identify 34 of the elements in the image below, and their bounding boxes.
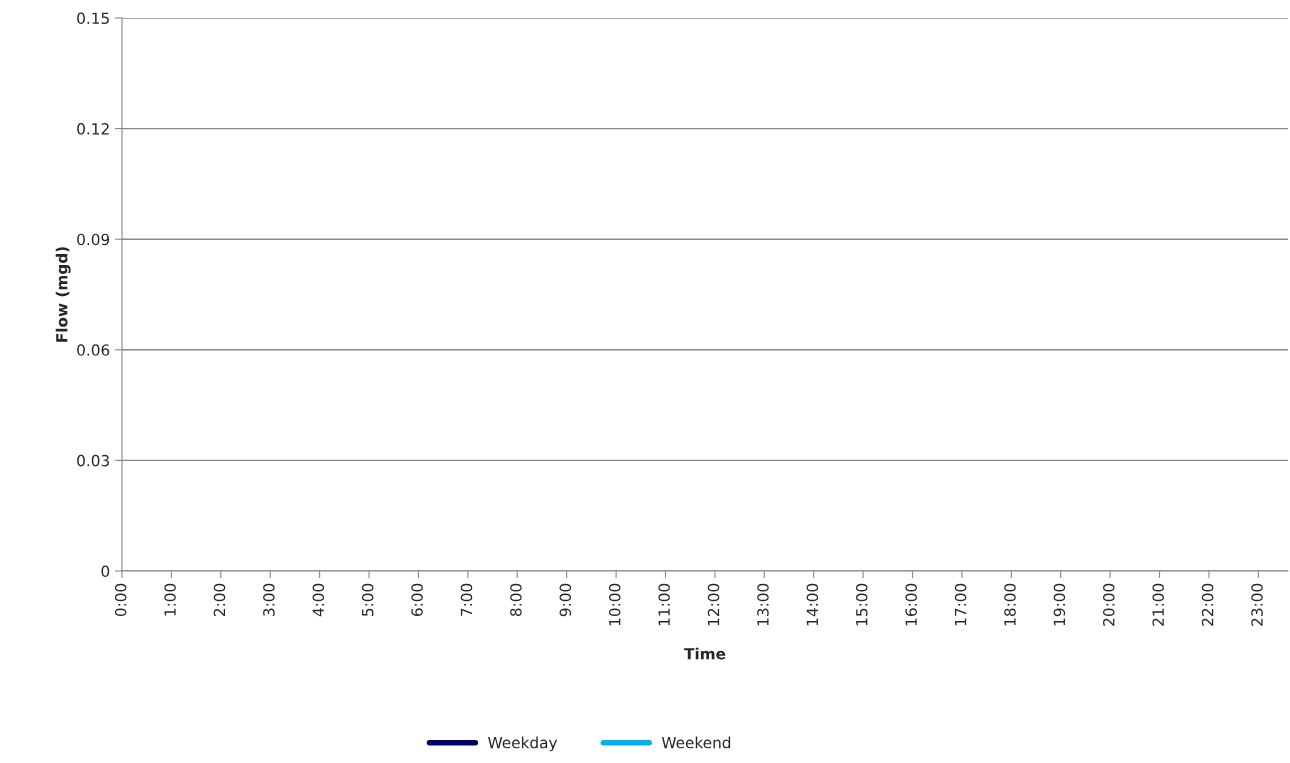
x-tick-label: 23:00 bbox=[1251, 583, 1263, 626]
y-tick-label: 0.06 bbox=[77, 344, 110, 356]
x-tick-label: 1:00 bbox=[164, 583, 176, 616]
x-tick-label: 16:00 bbox=[905, 583, 917, 626]
x-tick-label: 4:00 bbox=[312, 583, 325, 617]
x-tick-label: 7:00 bbox=[460, 583, 473, 616]
x-tick-label: 6:00 bbox=[411, 583, 423, 617]
x-tick-label: 20:00 bbox=[1103, 583, 1115, 626]
x-tick-label: 21:00 bbox=[1152, 583, 1164, 626]
y-tick-label: 0.15 bbox=[77, 12, 109, 25]
y-axis-title: Flow (mgd) bbox=[55, 247, 71, 342]
x-tick-label: 19:00 bbox=[1053, 583, 1066, 626]
x-tick-label: 2:00 bbox=[213, 583, 226, 616]
x-tick-label: 14:00 bbox=[806, 583, 819, 626]
x-tick-label: 15:00 bbox=[855, 583, 868, 626]
legend-label: Weekday bbox=[488, 736, 558, 752]
x-tick-label: 9:00 bbox=[559, 583, 572, 617]
x-tick-label: 5:00 bbox=[361, 583, 374, 616]
x-tick-label: 22:00 bbox=[1201, 583, 1214, 626]
x-tick-label: 13:00 bbox=[757, 583, 769, 626]
x-tick-label: 0:00 bbox=[114, 583, 127, 617]
x-tick-label: 18:00 bbox=[1004, 583, 1016, 626]
y-tick-label: 0 bbox=[101, 565, 110, 578]
x-tick-label: 3:00 bbox=[263, 583, 275, 616]
x-tick-label: 10:00 bbox=[608, 583, 621, 626]
y-tick-label: 0.12 bbox=[77, 123, 109, 135]
x-tick-label: 17:00 bbox=[954, 583, 967, 626]
x-tick-label: 11:00 bbox=[658, 583, 670, 626]
x-tick-label: 12:00 bbox=[707, 583, 720, 626]
legend-label: Weekend bbox=[661, 736, 731, 749]
y-tick-label: 0.03 bbox=[77, 454, 109, 467]
y-tick-label: 0.09 bbox=[77, 233, 110, 246]
x-axis-title: Time bbox=[684, 647, 726, 660]
x-tick-label: 8:00 bbox=[510, 583, 522, 617]
